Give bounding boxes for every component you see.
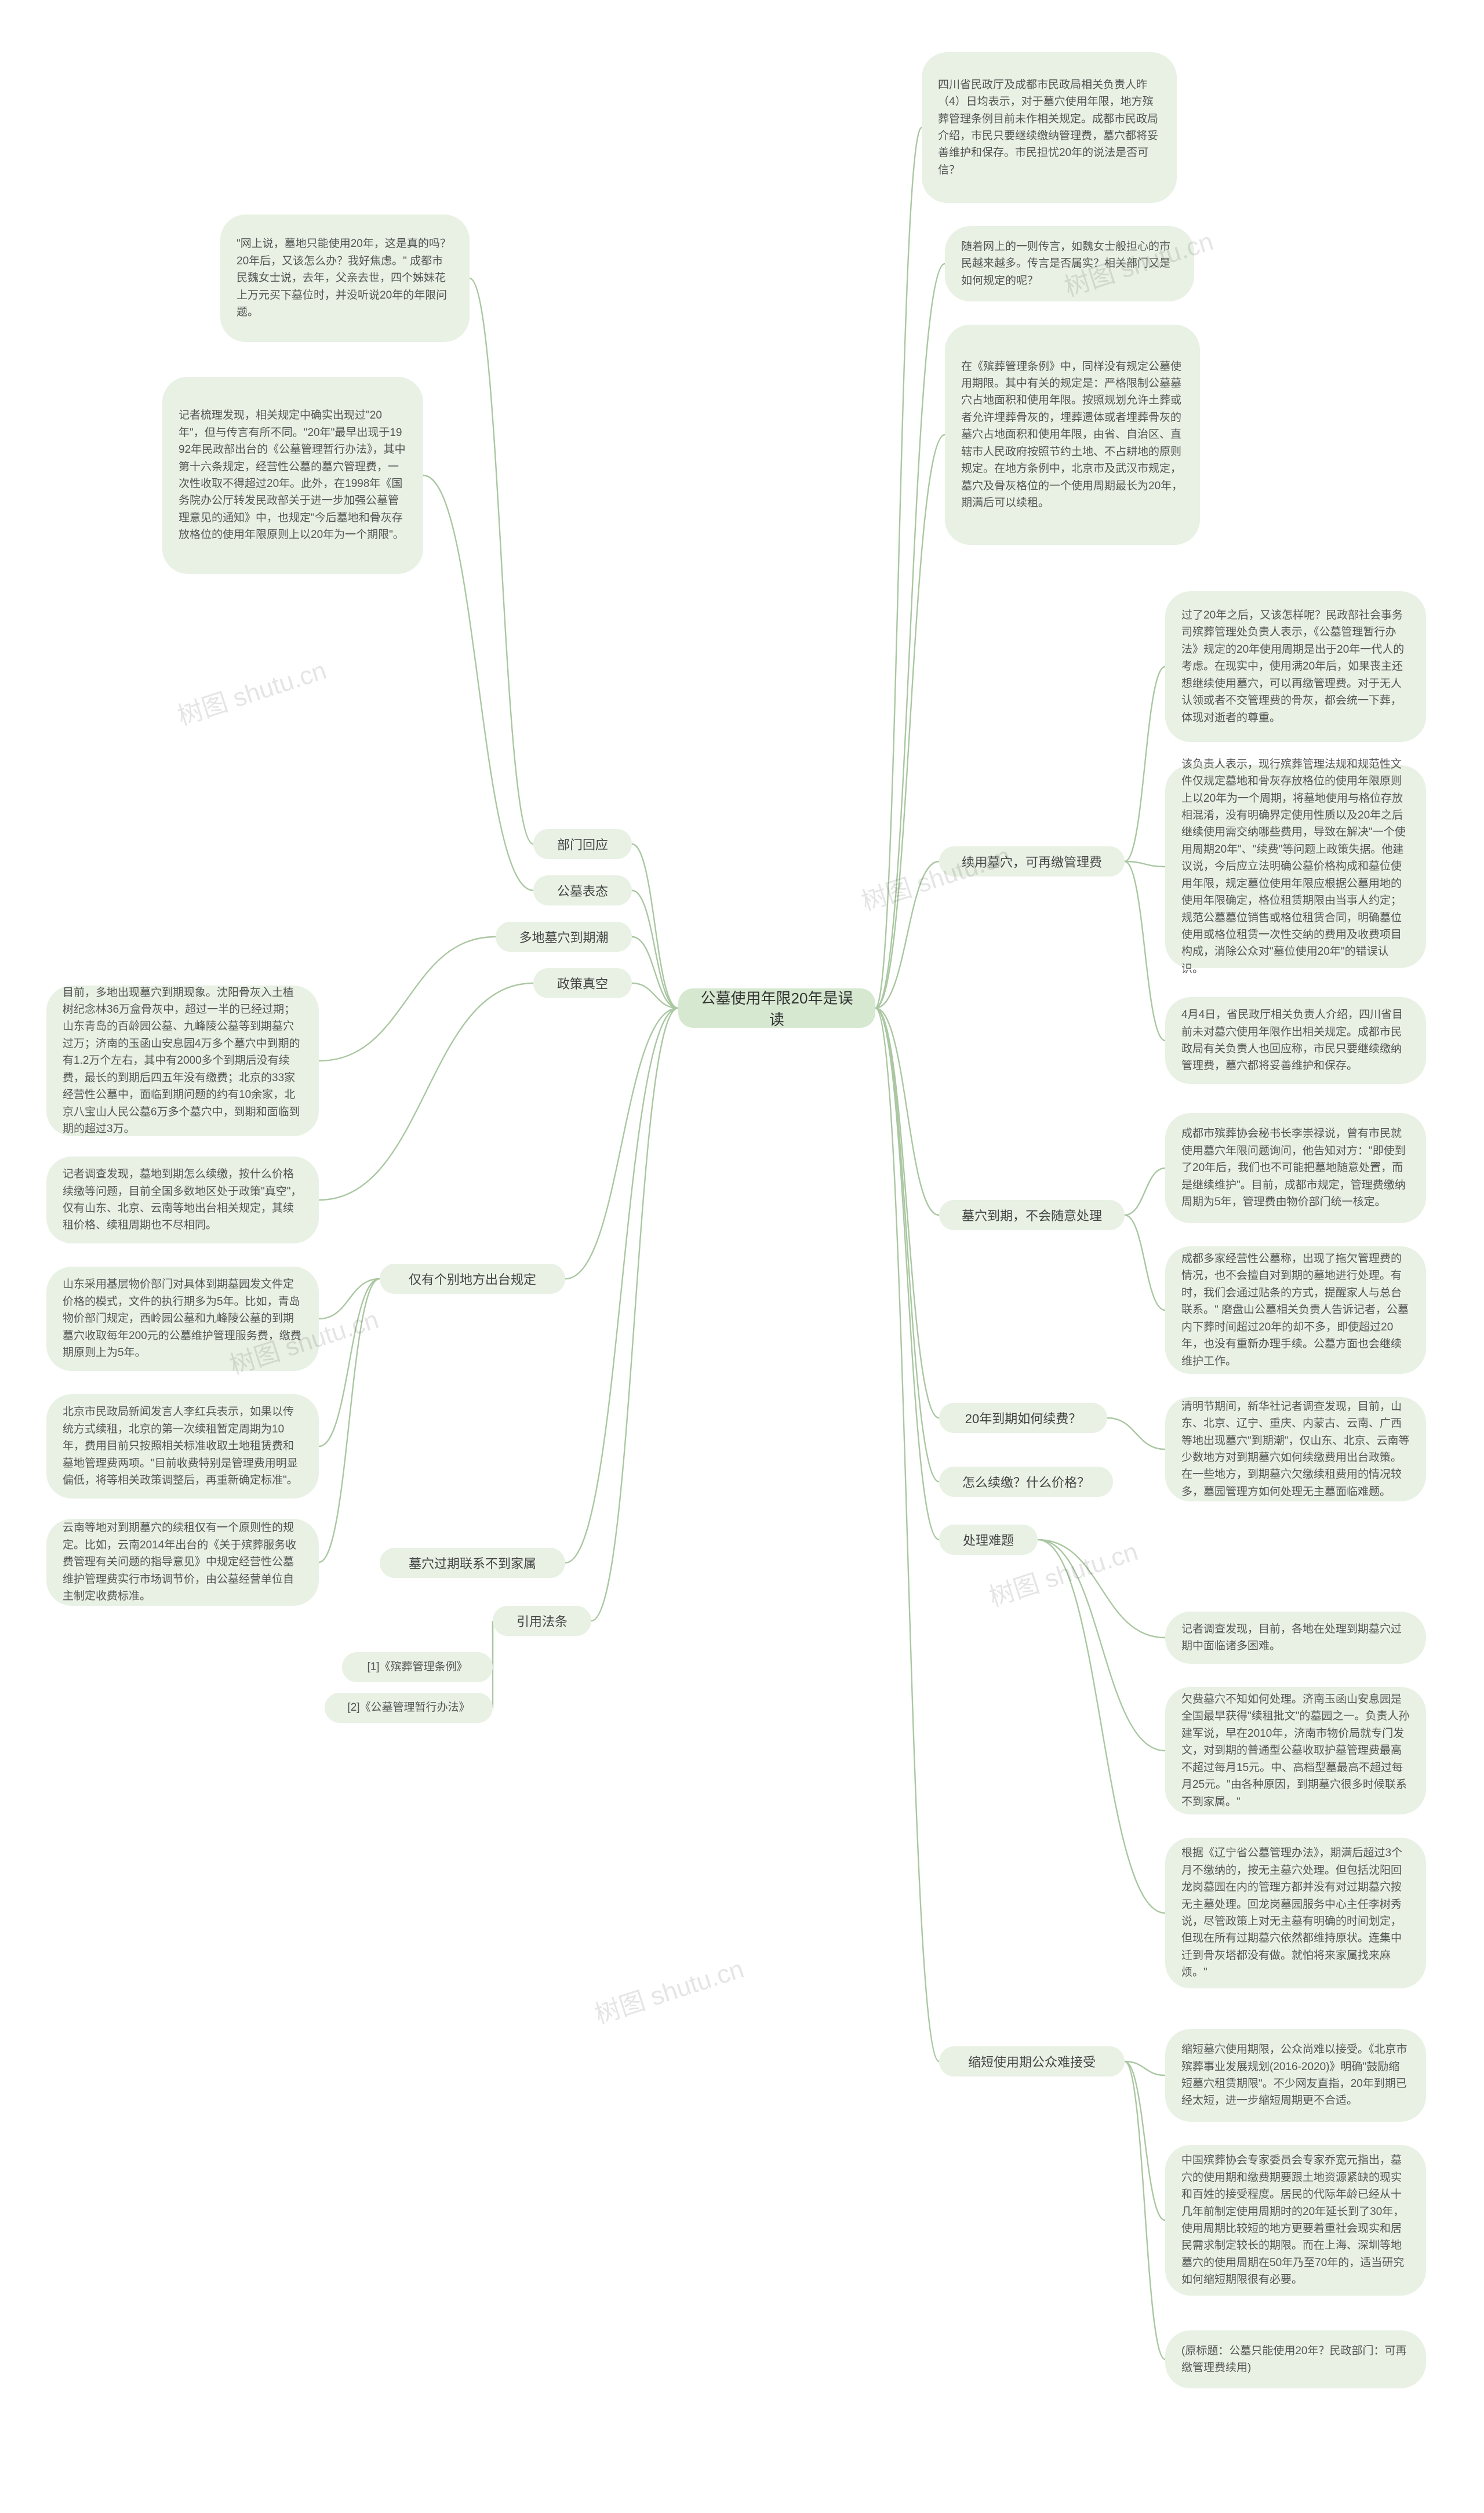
cat-label: 续用墓穴，可再缴管理费 <box>962 852 1102 871</box>
leaf-text: 山东采用基层物价部门对具体到期墓园发文件定价格的模式，文件的执行期多为5年。比如… <box>63 1276 303 1361</box>
watermark: 树图 shutu.cn <box>172 649 330 732</box>
leaf-text: [2]《公墓管理暂行办法》 <box>347 1699 470 1716</box>
cat-c9: 墓穴到期，不会随意处理 <box>939 1200 1125 1230</box>
leaf-text: 成都多家经营性公墓称，出现了拖欠管理费的情况，也不会擅自对到期的墓地进行处理。有… <box>1181 1250 1410 1370</box>
leaf-text: (原标题：公墓只能使用20年？民政部门：可再缴管理费续用) <box>1181 2343 1410 2377</box>
leaf-text: 根据《辽宁省公墓管理办法》，期满后超过3个月不缴纳的，按无主墓穴处理。但包括沈阳… <box>1181 1845 1410 1981</box>
leaf-text: 北京市民政局新闻发言人李红兵表示，如果以传统方式续租，北京的第一次续租暂定周期为… <box>63 1403 303 1489</box>
leaf-l14: 该负责人表示，现行殡葬管理法规和规范性文件仅规定墓地和骨灰存放格位的使用年限原则… <box>1165 765 1426 968</box>
leaf-text: "网上说，墓地只能使用20年，这是真的吗？20年后，又该怎么办？我好焦虑。" 成… <box>237 235 453 321</box>
leaf-l23: 中国殡葬协会专家委员会专家乔宽元指出，墓穴的使用期和缴费期要跟土地资源紧缺的现实… <box>1165 2145 1426 2296</box>
cat-c8: 续用墓穴，可再缴管理费 <box>939 846 1125 877</box>
leaf-text: 随着网上的一则传言，如魏女士般担心的市民越来越多。传言是否属实？相关部门又是如何… <box>961 238 1178 289</box>
cat-label: 仅有个别地方出台规定 <box>409 1270 536 1288</box>
leaf-text: 过了20年之后，又该怎样呢？民政部社会事务司殡葬管理处负责人表示，《公墓管理暂行… <box>1181 607 1410 726</box>
cat-c3: 多地墓穴到期潮 <box>496 922 632 952</box>
leaf-text: 四川省民政厅及成都市民政局相关负责人昨（4）日均表示，对于墓穴使用年限，地方殡葬… <box>938 77 1161 179</box>
leaf-l16: 成都市殡葬协会秘书长李崇禄说，曾有市民就使用墓穴年限问题询问，他告知对方："即使… <box>1165 1113 1426 1223</box>
leaf-l11: [1]《殡葬管理条例》 <box>342 1652 493 1682</box>
cat-label: 引用法条 <box>517 1612 568 1630</box>
cat-label: 怎么续缴？什么价格？ <box>962 1472 1090 1491</box>
leaf-l9: 北京市民政局新闻发言人李红兵表示，如果以传统方式续租，北京的第一次续租暂定周期为… <box>46 1394 319 1499</box>
leaf-l6: 目前，多地出现墓穴到期现象。沈阳骨灰入土植树纪念林36万盒骨灰中，超过一半的已经… <box>46 985 319 1136</box>
leaf-text: 缩短墓穴使用期限，公众尚难以接受。《北京市殡葬事业发展规划(2016-2020)… <box>1181 2041 1410 2110</box>
leaf-text: 4月4日，省民政厅相关负责人介绍，四川省目前未对墓穴使用年限作出相关规定。成都市… <box>1181 1006 1410 1075</box>
cat-c7: 引用法条 <box>493 1606 591 1636</box>
cat-c13: 缩短使用期公众难接受 <box>939 2046 1125 2076</box>
leaf-l12: [2]《公墓管理暂行办法》 <box>325 1693 493 1723</box>
leaf-l22: 缩短墓穴使用期限，公众尚难以接受。《北京市殡葬事业发展规划(2016-2020)… <box>1165 2029 1426 2122</box>
leaf-l7: 记者调查发现，墓地到期怎么续缴，按什么价格续缴等问题，目前全国多数地区处于政策"… <box>46 1157 319 1243</box>
leaf-text: 云南等地对到期墓穴的续租仅有一个原则性的规定。比如，云南2014年出台的《关于殡… <box>63 1519 303 1605</box>
cat-label: 多地墓穴到期潮 <box>519 928 608 946</box>
leaf-l10: 云南等地对到期墓穴的续租仅有一个原则性的规定。比如，云南2014年出台的《关于殡… <box>46 1519 319 1606</box>
cat-label: 处理难题 <box>963 1530 1014 1549</box>
leaf-text: 目前，多地出现墓穴到期现象。沈阳骨灰入土植树纪念林36万盒骨灰中，超过一半的已经… <box>63 984 303 1138</box>
leaf-l15: 4月4日，省民政厅相关负责人介绍，四川省目前未对墓穴使用年限作出相关规定。成都市… <box>1165 997 1426 1084</box>
leaf-l1: 四川省民政厅及成都市民政局相关负责人昨（4）日均表示，对于墓穴使用年限，地方殡葬… <box>922 52 1177 203</box>
leaf-l8: 山东采用基层物价部门对具体到期墓园发文件定价格的模式，文件的执行期多为5年。比如… <box>46 1267 319 1371</box>
cat-label: 20年到期如何续费？ <box>965 1409 1081 1427</box>
cat-label: 政策真空 <box>557 974 608 992</box>
cat-c11: 怎么续缴？什么价格？ <box>939 1467 1113 1497</box>
cat-c6: 墓穴过期联系不到家属 <box>380 1548 565 1578</box>
cat-label: 墓穴到期，不会随意处理 <box>962 1206 1102 1224</box>
cat-c2: 公墓表态 <box>533 875 632 905</box>
leaf-l13: 过了20年之后，又该怎样呢？民政部社会事务司殡葬管理处负责人表示，《公墓管理暂行… <box>1165 591 1426 742</box>
leaf-text: 成都市殡葬协会秘书长李崇禄说，曾有市民就使用墓穴年限问题询问，他告知对方："即使… <box>1181 1125 1410 1210</box>
leaf-l19: 记者调查发现，目前，各地在处理到期墓穴过期中面临诸多困难。 <box>1165 1612 1426 1664</box>
leaf-l20: 欠费墓穴不知如何处理。济南玉函山安息园是全国最早获得"续租批文"的墓园之一。负责… <box>1165 1687 1426 1814</box>
leaf-l3: 在《殡葬管理条例》中，同样没有规定公墓使用期限。其中有关的规定是：严格限制公墓墓… <box>945 325 1200 545</box>
leaf-text: 欠费墓穴不知如何处理。济南玉函山安息园是全国最早获得"续租批文"的墓园之一。负责… <box>1181 1691 1410 1810</box>
cat-c4: 政策真空 <box>533 968 632 998</box>
leaf-l21: 根据《辽宁省公墓管理办法》，期满后超过3个月不缴纳的，按无主墓穴处理。但包括沈阳… <box>1165 1838 1426 1988</box>
leaf-l4: "网上说，墓地只能使用20年，这是真的吗？20年后，又该怎么办？我好焦虑。" 成… <box>220 214 470 342</box>
cat-label: 缩短使用期公众难接受 <box>968 2052 1096 2071</box>
leaf-l18: 清明节期间，新华社记者调查发现，目前，山东、北京、辽宁、重庆、内蒙古、云南、广西… <box>1165 1397 1426 1501</box>
leaf-text: 记者调查发现，目前，各地在处理到期墓穴过期中面临诸多困难。 <box>1181 1621 1410 1655</box>
leaf-text: 记者调查发现，墓地到期怎么续缴，按什么价格续缴等问题，目前全国多数地区处于政策"… <box>63 1166 303 1234</box>
cat-c12: 处理难题 <box>939 1525 1038 1555</box>
leaf-text: 该负责人表示，现行殡葬管理法规和规范性文件仅规定墓地和骨灰存放格位的使用年限原则… <box>1181 756 1410 978</box>
cat-c5: 仅有个别地方出台规定 <box>380 1264 565 1294</box>
cat-label: 公墓表态 <box>557 881 608 900</box>
cat-label: 墓穴过期联系不到家属 <box>409 1554 536 1572</box>
leaf-l5: 记者梳理发现，相关规定中确实出现过"20年"，但与传言有所不同。"20年"最早出… <box>162 377 423 574</box>
cat-c10: 20年到期如何续费？ <box>939 1403 1107 1433</box>
watermark: 树图 shutu.cn <box>590 1948 748 2031</box>
leaf-text: 中国殡葬协会专家委员会专家乔宽元指出，墓穴的使用期和缴费期要跟土地资源紧缺的现实… <box>1181 2152 1410 2289</box>
leaf-text: 记者梳理发现，相关规定中确实出现过"20年"，但与传言有所不同。"20年"最早出… <box>179 407 407 544</box>
center-label: 公墓使用年限20年是误读 <box>693 987 860 1030</box>
cat-label: 部门回应 <box>557 835 608 853</box>
leaf-text: [1]《殡葬管理条例》 <box>367 1659 467 1675</box>
leaf-l24: (原标题：公墓只能使用20年？民政部门：可再缴管理费续用) <box>1165 2330 1426 2388</box>
cat-c1: 部门回应 <box>533 829 632 859</box>
leaf-l2: 随着网上的一则传言，如魏女士般担心的市民越来越多。传言是否属实？相关部门又是如何… <box>945 226 1194 301</box>
leaf-text: 清明节期间，新华社记者调查发现，目前，山东、北京、辽宁、重庆、内蒙古、云南、广西… <box>1181 1398 1410 1501</box>
center-node: 公墓使用年限20年是误读 <box>678 988 875 1028</box>
leaf-l17: 成都多家经营性公墓称，出现了拖欠管理费的情况，也不会擅自对到期的墓地进行处理。有… <box>1165 1246 1426 1374</box>
leaf-text: 在《殡葬管理条例》中，同样没有规定公墓使用期限。其中有关的规定是：严格限制公墓墓… <box>961 358 1184 512</box>
